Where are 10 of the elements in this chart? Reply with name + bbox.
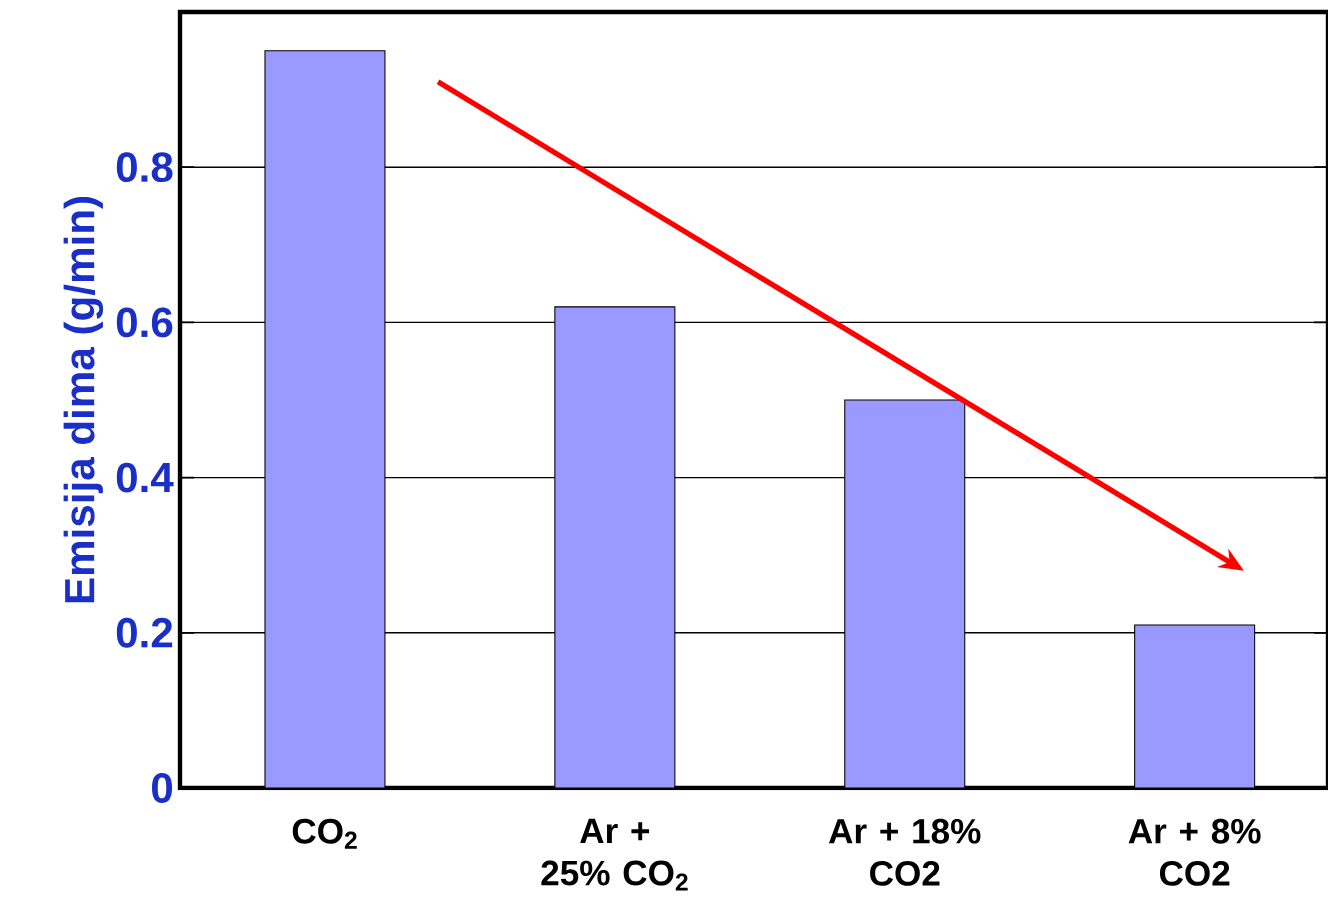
y-tick-label: 0.4 bbox=[116, 462, 174, 493]
y-tick-label: 0.8 bbox=[116, 152, 173, 183]
x-tick-label: Ar + 8% CO2 bbox=[1128, 818, 1261, 886]
x-tick-label: Ar + 25% CO$_{2}$ bbox=[541, 818, 688, 891]
y-tick-label: 0.6 bbox=[116, 307, 173, 338]
y-tick-label: 0 bbox=[152, 773, 173, 803]
x-tick-label: CO$_{2}$ bbox=[292, 818, 357, 849]
y-tick-label: 0.2 bbox=[116, 617, 173, 648]
x-tick-label: Ar + 18% CO2 bbox=[828, 818, 981, 886]
y-axis-title: Emisija dima (g/min) bbox=[63, 197, 104, 603]
